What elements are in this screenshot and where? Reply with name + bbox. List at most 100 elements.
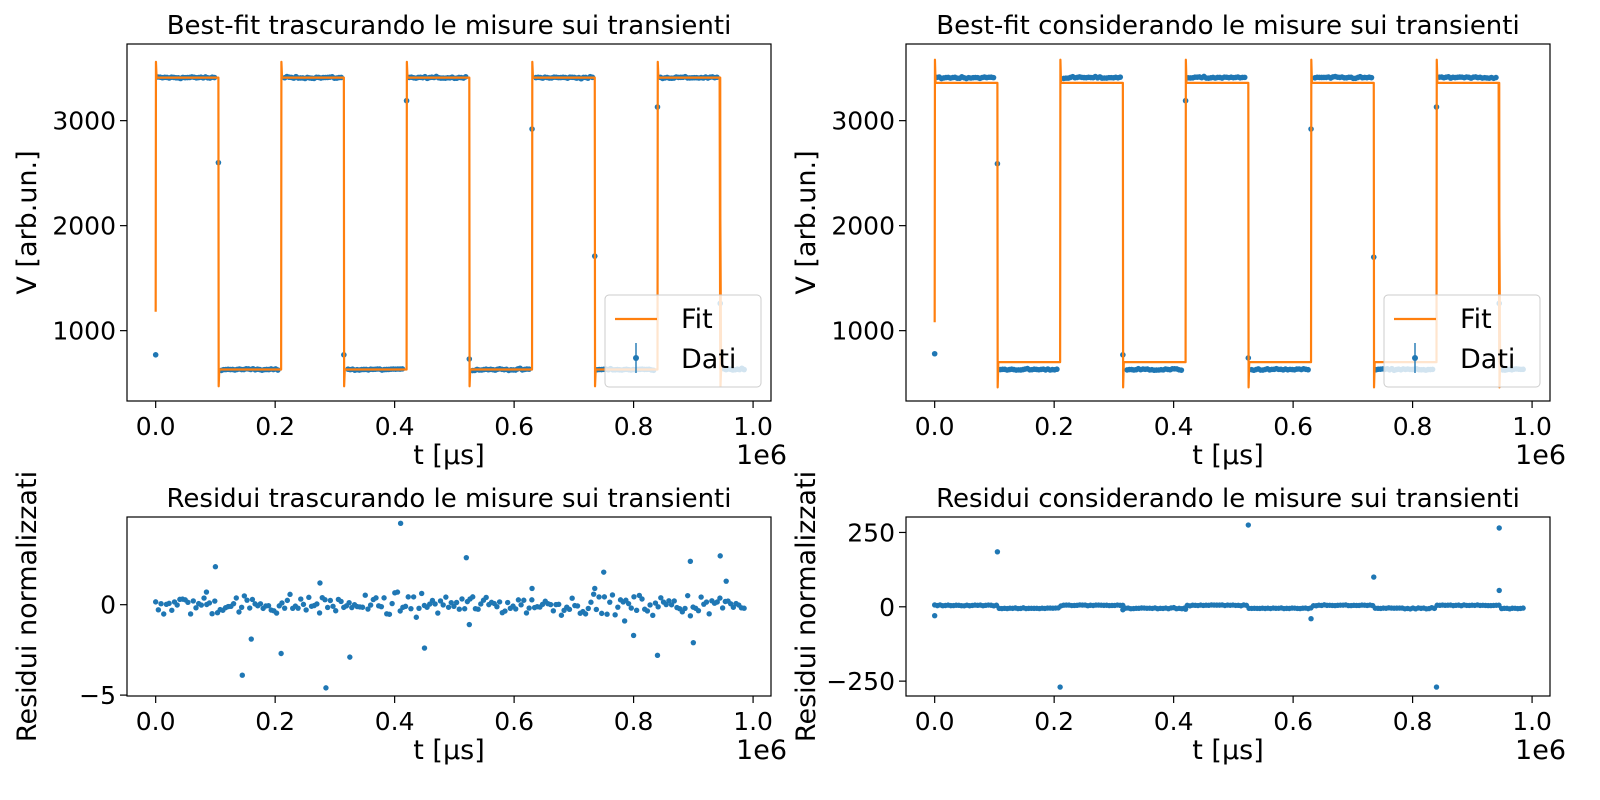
data-point bbox=[1054, 366, 1060, 373]
x-tick-label: 0.4 bbox=[1154, 707, 1194, 736]
data-point bbox=[1178, 367, 1185, 373]
residual-point bbox=[741, 605, 747, 611]
y-axis-label: V [arb.un.] bbox=[791, 150, 822, 294]
residual-point bbox=[529, 597, 535, 603]
residual-point bbox=[1520, 605, 1526, 611]
residual-point bbox=[706, 611, 712, 617]
data-point bbox=[1305, 366, 1311, 373]
residual-point bbox=[615, 604, 621, 610]
residual-point bbox=[695, 607, 702, 614]
x-tick-label: 0.0 bbox=[136, 412, 176, 441]
residual-point bbox=[550, 608, 557, 614]
residual-point-outlier bbox=[931, 613, 938, 619]
residual-point bbox=[378, 603, 385, 610]
residual-point bbox=[558, 612, 565, 618]
residual-point bbox=[478, 601, 484, 607]
residual-point bbox=[451, 603, 457, 609]
residual-point-outlier bbox=[1308, 615, 1314, 622]
residual-point bbox=[193, 605, 199, 611]
residual-point bbox=[459, 596, 465, 602]
x-tick-label: 0.2 bbox=[255, 412, 295, 441]
panel-title: Residui trascurando le misure sui transi… bbox=[167, 484, 732, 514]
y-tick-label: −250 bbox=[826, 667, 895, 696]
residual-point bbox=[574, 603, 581, 609]
residual-point bbox=[333, 608, 339, 614]
x-tick-label: 0.2 bbox=[1034, 412, 1074, 441]
residual-point bbox=[174, 602, 180, 608]
residual-point bbox=[644, 608, 651, 614]
residual-point bbox=[373, 595, 379, 601]
residual-point-outlier bbox=[994, 549, 1001, 555]
residual-point bbox=[682, 605, 688, 612]
residual-point bbox=[714, 599, 720, 605]
residual-point bbox=[257, 601, 264, 607]
residual-point bbox=[381, 595, 387, 601]
axes-frame bbox=[126, 43, 772, 402]
residual-point bbox=[650, 612, 656, 619]
residual-point bbox=[582, 611, 589, 617]
residual-point bbox=[585, 605, 591, 612]
x-tick-label: 0.8 bbox=[614, 412, 654, 441]
residual-point bbox=[607, 599, 613, 605]
y-tick-label: 1000 bbox=[52, 317, 116, 346]
residual-point bbox=[185, 599, 191, 606]
residual-point bbox=[330, 603, 336, 609]
residual-point-outlier bbox=[1371, 574, 1377, 580]
y-axis-label: Residui normalizzati bbox=[12, 471, 43, 742]
residual-point bbox=[230, 600, 237, 607]
residual-point bbox=[394, 589, 401, 595]
residuals-panel-neglecting-transients: Residui trascurando le misure sui transi… bbox=[12, 471, 787, 766]
residual-point bbox=[362, 592, 368, 598]
residual-point bbox=[494, 604, 500, 610]
y-tick-label: 3000 bbox=[52, 107, 116, 136]
residual-point bbox=[402, 603, 409, 610]
x-offset-text: 1e6 bbox=[1515, 735, 1566, 766]
x-tick-label: 1.0 bbox=[733, 412, 773, 441]
residual-point bbox=[212, 598, 218, 604]
x-offset-text: 1e6 bbox=[1515, 440, 1566, 471]
residual-point-outlier bbox=[723, 578, 729, 584]
residual-point bbox=[687, 613, 694, 619]
residual-point-outlier bbox=[1182, 606, 1189, 612]
residual-point-outlier bbox=[212, 564, 219, 570]
residual-point bbox=[625, 600, 632, 607]
y-tick-label: 0 bbox=[100, 591, 116, 620]
residual-point bbox=[389, 600, 395, 607]
x-tick-label: 0.4 bbox=[375, 707, 415, 736]
data-point bbox=[1241, 74, 1248, 81]
residual-point bbox=[569, 595, 575, 601]
residual-point-outlier bbox=[1496, 525, 1502, 531]
fit-panel-neglecting-transients: Best-fit trascurando le misure sui trans… bbox=[12, 11, 787, 471]
residual-point bbox=[515, 597, 522, 603]
residual-point bbox=[609, 592, 616, 598]
residual-point bbox=[244, 597, 250, 603]
residual-point bbox=[314, 601, 320, 607]
residual-point bbox=[249, 596, 256, 603]
legend: Fit Dati bbox=[1383, 294, 1541, 388]
residual-point bbox=[599, 610, 605, 617]
residual-point bbox=[658, 595, 664, 601]
y-tick-label: 2000 bbox=[831, 212, 895, 241]
residual-point bbox=[327, 597, 334, 604]
plot-area bbox=[152, 60, 747, 388]
residual-point bbox=[475, 606, 481, 612]
residual-point-outlier bbox=[248, 636, 254, 642]
residual-point-outlier bbox=[397, 520, 404, 527]
residual-point bbox=[443, 594, 449, 600]
x-axis-label: t [μs] bbox=[413, 440, 484, 471]
residual-point bbox=[453, 599, 460, 606]
residual-point-outlier bbox=[601, 569, 607, 575]
residual-point bbox=[206, 600, 213, 606]
residual-point-outlier bbox=[203, 589, 210, 595]
x-tick-label: 0.2 bbox=[1034, 707, 1074, 736]
residual-point bbox=[346, 600, 352, 606]
residual-point bbox=[588, 599, 594, 605]
residual-point bbox=[435, 610, 441, 616]
residual-point bbox=[593, 606, 600, 613]
x-tick-label: 0.4 bbox=[375, 412, 415, 441]
residual-point bbox=[386, 611, 393, 617]
residual-point bbox=[655, 604, 661, 610]
residual-point bbox=[461, 606, 468, 612]
y-tick-label: 0 bbox=[879, 593, 895, 622]
residual-point bbox=[418, 590, 425, 597]
